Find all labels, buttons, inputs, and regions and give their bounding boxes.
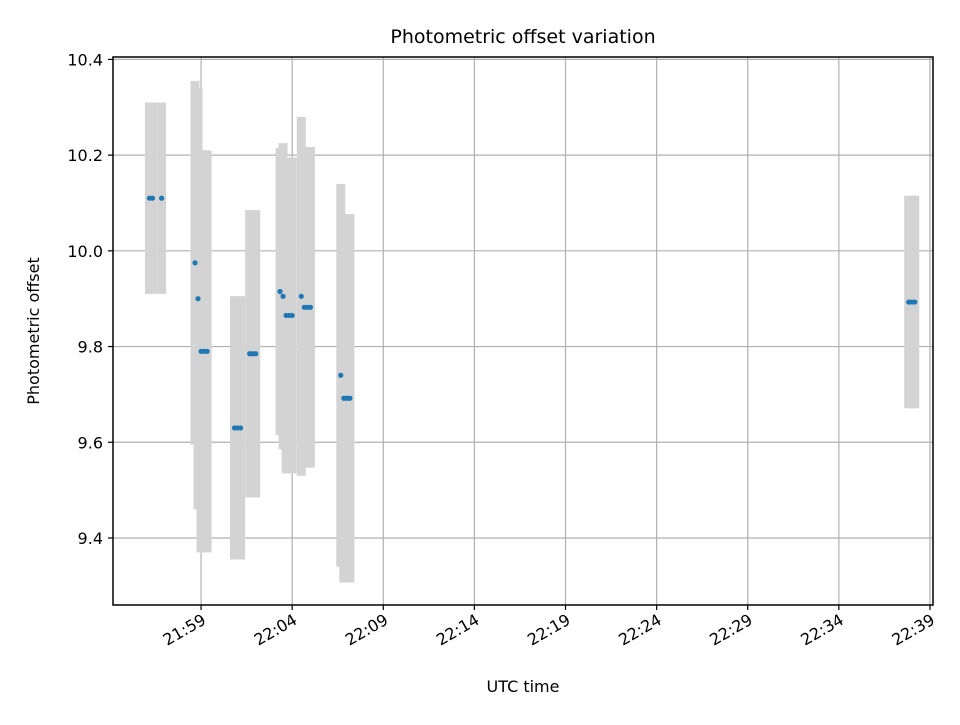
data-point — [307, 304, 314, 310]
data-point — [912, 299, 918, 305]
plot-frame — [112, 56, 934, 606]
y-tick-label: 9.4 — [78, 529, 103, 548]
y-tick-label: 10.2 — [67, 146, 103, 165]
y-tick-label: 9.6 — [78, 433, 103, 452]
data-point — [192, 260, 198, 266]
data-point — [253, 351, 259, 357]
data-points — [146, 195, 918, 431]
data-point — [158, 195, 165, 201]
data-point — [195, 296, 201, 302]
y-axis-label: Photometric offset — [24, 257, 43, 405]
data-point — [237, 425, 244, 431]
x-axis-label: UTC time — [487, 677, 560, 696]
data-point — [338, 372, 344, 378]
y-tick-label: 10.4 — [67, 50, 103, 69]
chart-title: Photometric offset variation — [390, 26, 655, 48]
data-point — [280, 293, 286, 299]
data-point — [289, 312, 295, 319]
y-tick-label: 10.0 — [67, 242, 103, 261]
data-point — [277, 288, 283, 295]
y-tick-label: 9.8 — [78, 338, 103, 357]
data-point — [347, 395, 353, 401]
data-point — [204, 348, 210, 354]
data-point — [149, 195, 156, 201]
data-point — [298, 293, 304, 299]
